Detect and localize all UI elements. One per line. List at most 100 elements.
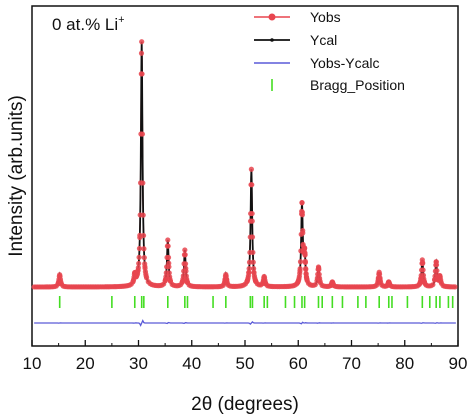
- x-tick-label: 50: [236, 354, 255, 373]
- yobs-point: [302, 251, 308, 257]
- yobs-point: [163, 274, 169, 280]
- annotation-superscript: +: [118, 14, 124, 26]
- yobs-point: [246, 259, 253, 265]
- yobs-point: [312, 282, 318, 288]
- yobs-point: [251, 265, 257, 272]
- yobs-point: [138, 50, 145, 56]
- yobs-point: [165, 237, 171, 243]
- yobs-point: [184, 279, 191, 285]
- yobs-point: [430, 282, 436, 288]
- bragg-ticks-group: [58, 296, 454, 308]
- difference-curve-group: [34, 319, 456, 327]
- yobs-point: [300, 230, 306, 236]
- yobs-point: [249, 182, 255, 188]
- y-axis-title: Intensity (arb.units): [6, 95, 27, 257]
- x-tick-label: 10: [23, 354, 42, 373]
- x-axis-title: 2θ (degrees): [191, 394, 299, 415]
- observed-curve-group: [31, 39, 458, 290]
- yobs-point: [136, 245, 143, 252]
- legend-item-ycal: Ycal: [254, 32, 337, 48]
- yobs-point: [253, 279, 259, 285]
- yobs-point: [249, 234, 256, 240]
- legend-swatch-ycal-marker: [270, 38, 274, 42]
- yobs-point: [165, 254, 172, 261]
- yobs-markers: [31, 39, 458, 290]
- yobs-point: [422, 280, 428, 287]
- legend-item-yobs: Yobs: [254, 9, 341, 25]
- yobs-point: [302, 245, 308, 251]
- yobs-point: [250, 249, 256, 256]
- yobs-point: [137, 232, 143, 238]
- legend-label-difference: Yobs-Ycalc: [310, 55, 380, 71]
- yobs-point: [299, 212, 305, 218]
- x-tick-label: 90: [449, 354, 468, 373]
- yobs-point: [433, 262, 440, 268]
- yobs-point: [139, 71, 145, 77]
- yobs-point: [58, 280, 64, 286]
- yobs-point: [303, 266, 309, 273]
- legend-swatch-yobs-marker: [268, 13, 276, 21]
- yobs-point: [183, 268, 189, 274]
- yobs-point: [139, 131, 146, 137]
- yobs-point: [299, 200, 305, 206]
- yobs-point: [420, 267, 426, 273]
- x-axis: 10 20 30 40 50 60 70 80 90: [23, 340, 468, 373]
- difference-line: [34, 319, 456, 327]
- yobs-point: [317, 278, 323, 284]
- yobs-point: [182, 252, 188, 258]
- x-tick-label: 70: [342, 354, 361, 373]
- yobs-point: [141, 255, 147, 261]
- yobs-point: [297, 266, 303, 272]
- yobs-point: [316, 266, 322, 273]
- legend-item-bragg: Bragg_Position: [271, 77, 405, 93]
- yobs-point: [246, 270, 252, 276]
- yobs-point: [167, 278, 173, 284]
- yobs-point: [142, 261, 148, 267]
- yobs-point: [136, 254, 142, 260]
- yobs-point: [249, 210, 255, 217]
- yobs-point: [135, 265, 141, 271]
- yobs-point: [378, 279, 384, 286]
- legend: Yobs Ycal Yobs-Ycalc Bragg_Position: [254, 9, 405, 93]
- annotation-label: 0 at.% Li+: [52, 14, 125, 34]
- plot-frame: [31, 5, 459, 347]
- yobs-point: [182, 261, 189, 267]
- yobs-point: [434, 268, 440, 274]
- x-tick-label: 60: [289, 354, 308, 373]
- legend-label-ycal: Ycal: [310, 32, 337, 48]
- legend-item-difference: Yobs-Ycalc: [254, 55, 380, 71]
- yobs-point: [140, 180, 146, 186]
- x-tick-label: 80: [395, 354, 414, 373]
- yobs-point: [387, 282, 393, 288]
- annotation-text: 0 at.% Li: [52, 15, 118, 34]
- yobs-point: [140, 232, 147, 239]
- yobs-point: [263, 280, 269, 287]
- yobs-point: [137, 212, 143, 218]
- yobs-point: [165, 243, 171, 249]
- yobs-point: [250, 259, 256, 265]
- yobs-point: [452, 284, 458, 290]
- yobs-point: [166, 270, 172, 276]
- yobs-point: [297, 270, 303, 276]
- yobs-point: [438, 279, 444, 285]
- yobs-point: [302, 259, 308, 266]
- x-tick-label: 30: [129, 354, 148, 373]
- x-tick-label: 40: [182, 354, 201, 373]
- yobs-point: [136, 260, 142, 267]
- yobs-point: [246, 266, 252, 272]
- yobs-point: [420, 260, 426, 267]
- legend-label-yobs: Yobs: [310, 9, 341, 25]
- yobs-point: [143, 273, 149, 279]
- yobs-point: [297, 259, 304, 265]
- yobs-point: [331, 282, 337, 288]
- yobs-point: [249, 218, 255, 224]
- yobs-point: [224, 280, 230, 286]
- yobs-point: [139, 39, 145, 45]
- yobs-point: [316, 271, 322, 277]
- yobs-point: [182, 247, 188, 253]
- yobs-point: [141, 246, 147, 252]
- x-tick-label: 20: [76, 354, 95, 373]
- yobs-point: [166, 264, 172, 270]
- yobs-point: [304, 278, 310, 284]
